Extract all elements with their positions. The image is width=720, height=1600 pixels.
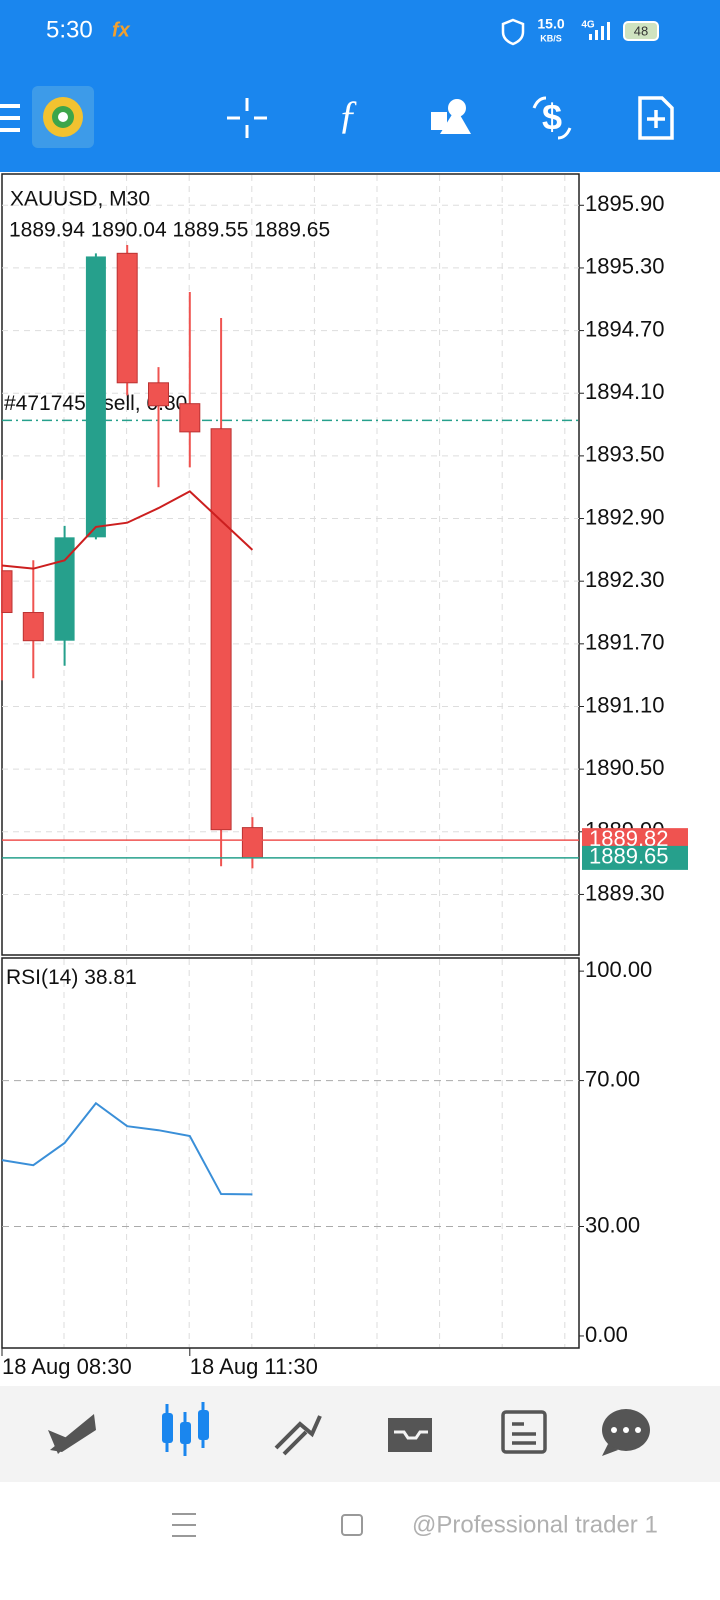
objects-button[interactable]: [431, 99, 471, 134]
y-tick-label: 1891.70: [585, 630, 665, 655]
candle-body: [116, 252, 138, 384]
chat-tab[interactable]: [602, 1409, 650, 1456]
bottom-nav: [0, 1386, 720, 1482]
indicators-button[interactable]: ƒ: [338, 92, 358, 137]
svg-text:$: $: [542, 97, 562, 138]
candle-body: [148, 382, 169, 407]
y-tick-label: 0.00: [585, 1322, 628, 1347]
candle-body: [179, 403, 201, 433]
candle-body: [1, 570, 13, 614]
app-icon[interactable]: [32, 86, 94, 148]
chart-tab[interactable]: [162, 1402, 209, 1456]
menu-button[interactable]: [0, 104, 20, 132]
candle-body: [22, 612, 44, 642]
quotes-tab[interactable]: [48, 1414, 96, 1454]
y-tick-label: 1892.90: [585, 504, 665, 529]
y-tick-label: 1891.10: [585, 692, 665, 717]
ma-line: [1, 490, 254, 570]
y-tick-label: 1890.50: [585, 755, 665, 780]
rsi-value: 38.81: [84, 966, 137, 989]
y-tick-label: 70.00: [585, 1066, 640, 1091]
ohlc-label: 1889.94 1890.04 1889.55 1889.65: [9, 219, 330, 242]
candle-body: [85, 256, 106, 538]
status-fx: fx: [112, 19, 131, 41]
status-speed: 15.0: [537, 16, 564, 32]
battery-icon: [623, 21, 659, 41]
chart-layer: 1895.90 1895.30 1894.70 1894.10 1893.50 1892.…: [1, 191, 688, 1379]
candle-body: [210, 428, 232, 831]
rsi-panel: [1, 957, 580, 1349]
bid-label-box: [582, 845, 688, 870]
history-tab[interactable]: [388, 1418, 432, 1452]
y-tick-label: 100.00: [585, 957, 652, 982]
status-speed-unit: KB/S: [540, 33, 562, 43]
y-tick-label: 1893.50: [585, 442, 665, 467]
status-network: 4G: [581, 20, 595, 31]
trade-tab[interactable]: [274, 1415, 322, 1456]
y-tick-label: 1889.30: [585, 880, 665, 905]
system-home-button[interactable]: [341, 1514, 363, 1536]
status-battery: 48: [634, 23, 648, 38]
y-tick-label: 1895.90: [585, 191, 665, 216]
y-tick-label: 30.00: [585, 1212, 640, 1237]
x-tick-label: 18 Aug 08:30: [2, 1354, 132, 1379]
vertical-grid: [63, 175, 566, 1347]
y-tick-label: 1895.30: [585, 254, 665, 279]
news-tab[interactable]: [501, 1410, 547, 1454]
y-tick-label: 1892.30: [585, 567, 665, 592]
trade-button[interactable]: $: [532, 96, 572, 140]
header: [0, 0, 720, 172]
watermark: @Professional trader 1: [412, 1511, 658, 1538]
bid-label: 1889.65: [589, 844, 669, 869]
y-tick-label: 1894.70: [585, 316, 665, 341]
rsi-name: RSI(14): [6, 966, 78, 989]
rsi-title: RSI(14) 38.81: [6, 966, 137, 989]
crosshair-button[interactable]: [227, 98, 267, 138]
candle-body: [241, 827, 263, 859]
rsi-line: [1, 1101, 253, 1196]
system-menu-button[interactable]: [172, 1513, 196, 1537]
new-order-button[interactable]: [638, 96, 674, 140]
y-tick-label: 1894.10: [585, 379, 665, 404]
status-time: 5:30: [46, 16, 93, 43]
candle-body: [54, 537, 75, 641]
chart-title: XAUUSD, M30: [10, 188, 150, 211]
shield-icon: [501, 18, 525, 46]
x-tick-label: 18 Aug 11:30: [190, 1354, 318, 1379]
signal-icon: [589, 22, 610, 40]
